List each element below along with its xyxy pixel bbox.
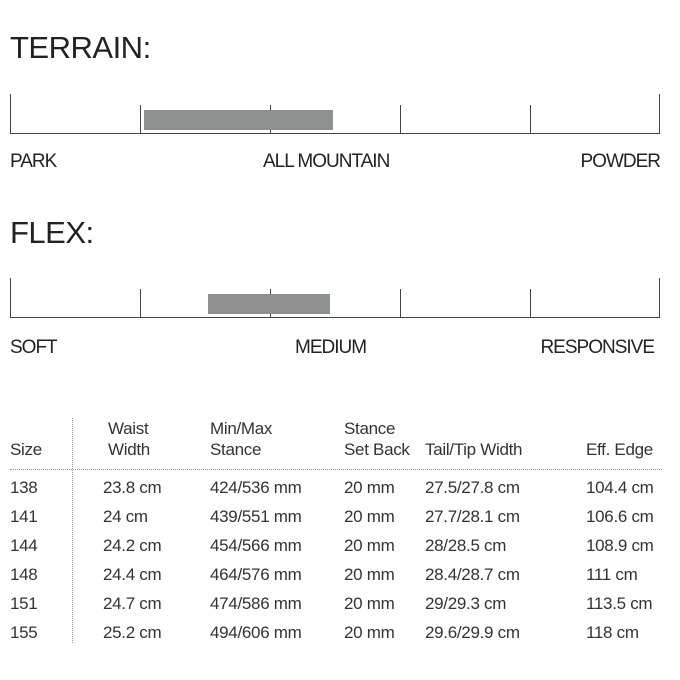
- table-cell: 20 mm: [344, 507, 395, 526]
- table-cell: 494/606 mm: [210, 623, 302, 642]
- table-cell: 439/551 mm: [210, 507, 302, 526]
- table-cell: 464/576 mm: [210, 565, 302, 584]
- flex-range-bar: [208, 294, 330, 314]
- table-cell: 29.6/29.9 cm: [425, 623, 520, 642]
- table-cell: 24.2 cm: [103, 536, 162, 555]
- column-header: Set Back: [344, 440, 410, 459]
- column-divider: [72, 418, 73, 643]
- table-cell: 20 mm: [344, 565, 395, 584]
- table-cell: 20 mm: [344, 594, 395, 613]
- table-cell: 27.7/28.1 cm: [425, 507, 520, 526]
- terrain-title: TERRAIN:: [10, 30, 151, 65]
- scale-tick: [140, 105, 142, 134]
- scale-tick: [400, 289, 402, 318]
- table-cell: 20 mm: [344, 536, 395, 555]
- column-header: Waist: [108, 419, 149, 438]
- table-cell: 23.8 cm: [103, 478, 162, 497]
- flex-scale: [10, 278, 661, 318]
- scale-tick: [140, 289, 142, 318]
- table-cell: 144: [10, 536, 38, 555]
- scale-baseline: [10, 316, 660, 318]
- table-cell: 155: [10, 623, 38, 642]
- column-header: Stance: [210, 440, 262, 459]
- table-cell: 20 mm: [344, 623, 395, 642]
- column-header: Tail/Tip Width: [425, 440, 523, 459]
- table-cell: 25.2 cm: [103, 623, 162, 642]
- table-cell: 113.5 cm: [586, 594, 653, 613]
- flex-label-soft: SOFT: [10, 337, 58, 358]
- table-cell: 454/566 mm: [210, 536, 302, 555]
- table-cell: 28/28.5 cm: [425, 536, 507, 555]
- column-header: Eff. Edge: [586, 440, 653, 459]
- header-divider: [10, 469, 662, 470]
- table-cell: 24 cm: [103, 507, 148, 526]
- scale-tick: [530, 105, 532, 134]
- terrain-label-park: PARK: [10, 151, 57, 172]
- table-cell: 29/29.3 cm: [425, 594, 507, 613]
- flex-title: FLEX:: [10, 215, 94, 250]
- scale-tick: [10, 94, 12, 134]
- table-cell: 27.5/27.8 cm: [425, 478, 520, 497]
- table-cell: 138: [10, 478, 38, 497]
- flex-label-responsive: RESPONSIVE: [540, 337, 655, 358]
- table-cell: 118 cm: [586, 623, 639, 642]
- table-cell: 141: [10, 507, 38, 526]
- table-cell: 108.9 cm: [586, 536, 654, 555]
- column-header: Width: [108, 440, 150, 459]
- scale-tick: [659, 278, 661, 318]
- table-cell: 474/586 mm: [210, 594, 302, 613]
- column-header: Min/Max: [210, 419, 273, 438]
- terrain-label-powder: POWDER: [580, 151, 661, 172]
- table-cell: 24.4 cm: [103, 565, 162, 584]
- column-header: Stance: [344, 419, 396, 438]
- scale-baseline: [10, 132, 660, 134]
- table-cell: 104.4 cm: [586, 478, 654, 497]
- table-cell: 111 cm: [586, 565, 638, 584]
- table-cell: 28.4/28.7 cm: [425, 565, 520, 584]
- scale-tick: [10, 278, 12, 318]
- scale-tick: [659, 94, 661, 134]
- table-cell: 106.6 cm: [586, 507, 654, 526]
- scale-tick: [530, 289, 532, 318]
- table-cell: 24.7 cm: [103, 594, 162, 613]
- table-cell: 20 mm: [344, 478, 395, 497]
- terrain-label-all-mountain: ALL MOUNTAIN: [263, 151, 390, 172]
- scale-tick: [400, 105, 402, 134]
- terrain-scale: [10, 94, 661, 134]
- terrain-range-bar: [143, 110, 334, 130]
- table-cell: 424/536 mm: [210, 478, 302, 497]
- table-cell: 151: [10, 594, 38, 613]
- column-header: Size: [10, 440, 42, 459]
- table-cell: 148: [10, 565, 38, 584]
- flex-label-medium: MEDIUM: [295, 337, 367, 358]
